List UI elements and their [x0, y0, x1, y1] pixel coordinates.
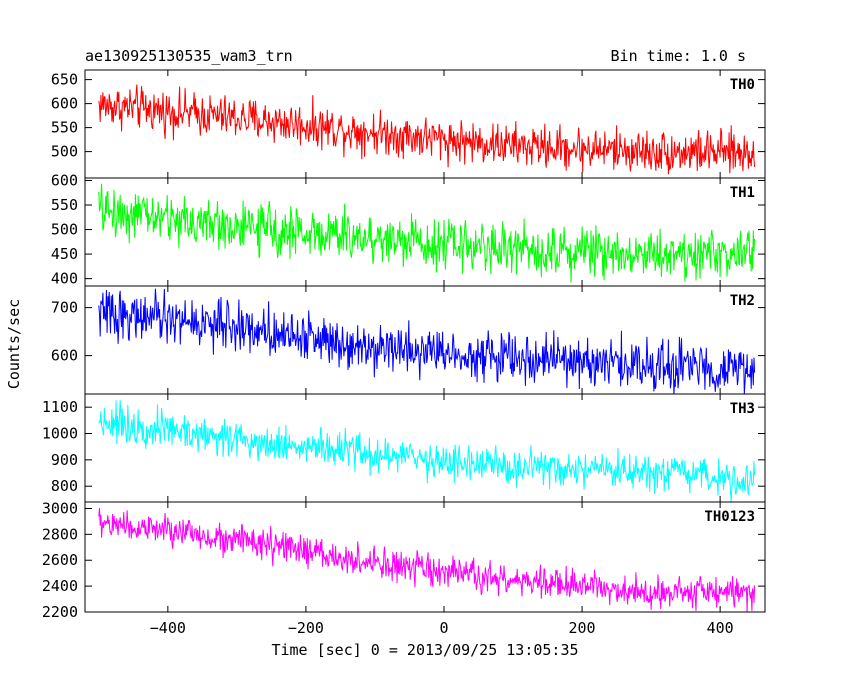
y-tick-label: 900	[51, 451, 78, 469]
x-tick-label: 200	[569, 619, 596, 637]
y-tick-label: 800	[51, 477, 78, 495]
y-tick-label: 600	[51, 347, 78, 365]
panel-frame	[84, 177, 766, 287]
series-line-th3	[98, 400, 756, 502]
series-line-th0	[98, 84, 756, 175]
y-tick-label: 550	[51, 196, 78, 214]
y-tick-label: 2800	[42, 525, 78, 543]
y-tick-label: 500	[51, 143, 78, 161]
panel-frame	[84, 501, 766, 613]
y-tick-label: 3000	[42, 499, 78, 517]
panel-frame	[84, 393, 766, 503]
panel-label: TH2	[730, 293, 755, 309]
series-line-th2	[98, 288, 756, 394]
y-tick-label: 450	[51, 245, 78, 263]
y-tick-label: 650	[51, 71, 78, 89]
x-tick-label: 400	[707, 619, 734, 637]
x-tick-label: −400	[150, 619, 186, 637]
x-tick-label: −200	[288, 619, 324, 637]
x-tick-label: 0	[439, 619, 448, 637]
x-axis-label: Time [sec] 0 = 2013/09/25 13:05:35	[271, 641, 578, 659]
y-tick-label: 2200	[42, 603, 78, 621]
y-tick-label: 550	[51, 119, 78, 137]
y-tick-label: 1100	[42, 398, 78, 416]
y-tick-label: 400	[51, 270, 78, 288]
y-tick-label: 600	[51, 95, 78, 113]
y-tick-label: 700	[51, 299, 78, 317]
y-tick-label: 600	[51, 171, 78, 189]
y-tick-label: 500	[51, 221, 78, 239]
panel-label: TH0123	[704, 509, 755, 525]
panel-label: TH3	[730, 401, 755, 417]
series-line-th0123	[98, 507, 756, 612]
panel-label: TH0	[730, 77, 755, 93]
y-tick-label: 1000	[42, 425, 78, 443]
panels-group: 500 550 600 650 TH0 400 450 500 550 600 TH1 600 700 T…	[42, 69, 766, 637]
chart-title-right: Bin time: 1.0 s	[611, 47, 746, 65]
series-line-th1	[98, 183, 756, 283]
panel-label: TH1	[730, 185, 755, 201]
chart-title-left: ae130925130535_wam3_trn	[85, 47, 293, 65]
y-tick-label: 2400	[42, 577, 78, 595]
y-tick-label: 2600	[42, 551, 78, 569]
y-axis-label: Counts/sec	[5, 299, 23, 389]
